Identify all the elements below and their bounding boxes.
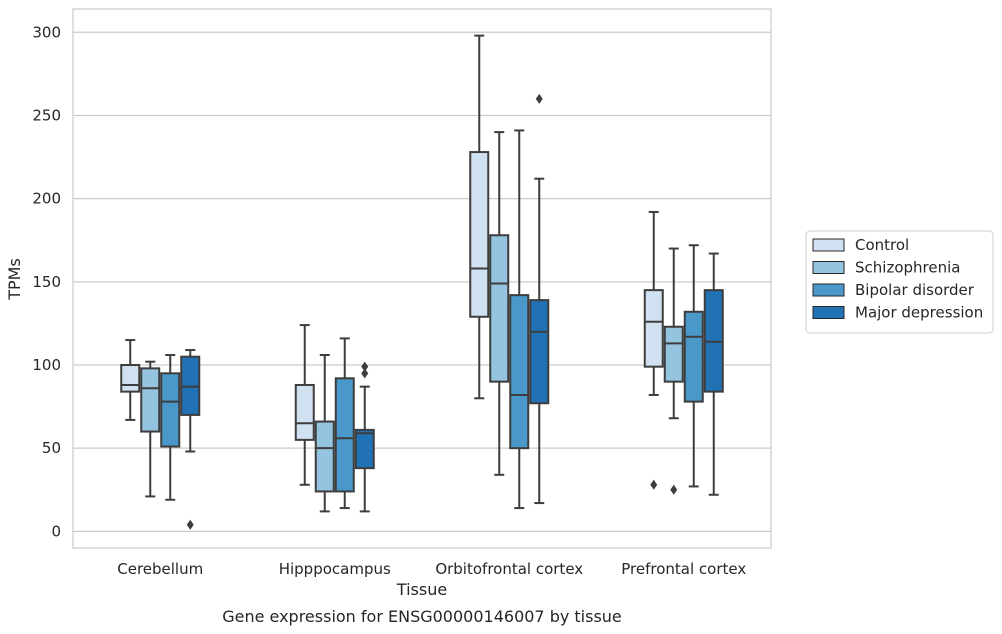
series-major-depression [180,93,724,530]
box-iqr [120,364,141,393]
box-plot [489,131,510,476]
legend-swatch [812,306,845,319]
chart-caption: Gene expression for ENSG00000146007 by t… [222,607,622,626]
box-plot [120,339,141,421]
box-iqr [643,289,664,368]
y-tick-labels: 0 50 100 150 200 250 300 [32,23,61,540]
box-iqr [314,420,335,493]
box-plot [334,337,355,510]
x-tick-label: Orbitofrontal cortex [435,560,583,578]
series-schizophrenia [140,131,684,513]
y-tick-label: 50 [42,439,61,457]
plot-area-frame [72,8,772,549]
box-plot-groups [120,34,724,530]
outlier-point [650,479,658,490]
outlier-point [361,361,369,372]
y-tick-label: 0 [51,522,61,540]
box-plot [469,34,490,400]
y-axis-label: TPMs [5,258,24,301]
y-tick-label: 150 [32,273,61,291]
box-iqr [294,383,315,441]
grid-lines [73,31,771,532]
legend-label: Bipolar disorder [855,281,975,299]
legend-item: Schizophrenia [812,259,960,277]
legend: Control Schizophrenia Bipolar disorder Majo… [805,230,994,334]
box-plot [509,129,530,510]
box-iqr [683,310,704,403]
box-iqr [334,377,355,493]
x-tick-labels: Cerebellum Hipppocampus Orbitofrontal cort… [117,560,746,578]
box-plot [683,244,704,488]
box-plot [643,210,664,490]
legend-frame [805,230,994,334]
legend-swatch [812,261,845,274]
outlier-point [535,93,543,104]
legend-item: Control [812,236,909,254]
legend-swatch [812,283,845,297]
box-plot [180,349,201,530]
box-plot [703,252,724,496]
box-iqr [529,299,550,405]
box-iqr [489,234,510,383]
x-tick-label: Cerebellum [117,560,203,578]
legend-label: Major depression [855,304,983,322]
series-bipolar-disorder [160,129,704,510]
x-axis-label: Tissue [396,580,447,599]
box-plot [294,324,315,486]
box-plot [314,354,335,513]
box-iqr [663,325,684,383]
box-plot [529,93,550,505]
outlier-point [670,484,678,495]
legend-label: Control [855,236,909,254]
box-plot [140,360,161,498]
box-plot [354,361,375,513]
box-iqr [354,428,375,470]
y-tick-label: 200 [32,190,61,208]
box-iqr [160,372,181,448]
box-iqr [140,367,161,433]
x-tick-label: Prefrontal cortex [621,560,746,578]
y-tick-label: 250 [32,106,61,124]
box-iqr [509,294,530,450]
series-control [120,34,664,490]
box-plot [663,247,684,495]
box-iqr [469,151,490,318]
y-tick-label: 300 [32,23,61,41]
y-tick-label: 100 [32,356,61,374]
legend-label: Schizophrenia [855,259,960,277]
outlier-point [186,519,194,530]
box-plot [160,354,181,501]
legend-swatch [812,238,845,252]
outlier-point [361,368,369,379]
legend-item: Bipolar disorder [812,281,975,299]
legend-item: Major depression [812,304,983,322]
x-tick-label: Hipppocampus [279,560,391,578]
